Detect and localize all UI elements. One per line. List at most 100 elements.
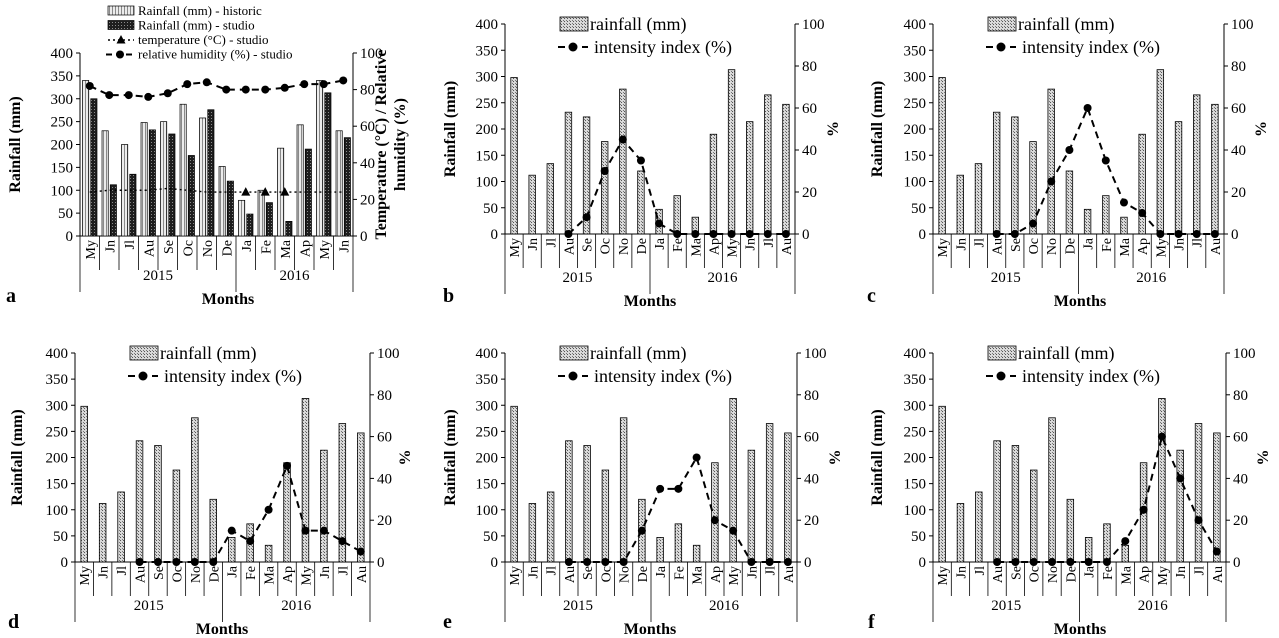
x-tick-label: No [1045, 238, 1060, 255]
x-tick-label: My [318, 240, 333, 259]
x-tick-label: Oc [599, 566, 614, 582]
bar-rainfall [673, 195, 681, 235]
x-tick-label: My [508, 238, 523, 257]
bar-rainfall [564, 111, 573, 235]
x-tick-label: Au [142, 240, 157, 257]
bar-rainfall [1213, 432, 1221, 563]
series-point [1065, 146, 1074, 154]
legend-label: temperature (°C) - studio [138, 32, 268, 47]
series-point [105, 91, 114, 100]
chart-panel-a: 0 50 100 150 200 250 300 350 400 0 20 40 60 80 100 My Jn… [6, 3, 409, 308]
legend-label: intensity index (%) [594, 366, 732, 387]
x-tick-label: No [1046, 566, 1061, 583]
bar-rainfall [1011, 445, 1020, 563]
x-axis-title: Months [624, 621, 676, 638]
series-point [1047, 177, 1056, 186]
x-tick-label: Jn [103, 240, 118, 252]
y-tick-label: 300 [476, 398, 499, 414]
y2-axis-title-line: humidity (%) [392, 98, 409, 191]
y-tick-label: 150 [476, 148, 499, 164]
bar-rainfall [1048, 417, 1056, 563]
y-tick-label: 250 [904, 96, 927, 112]
series-line [89, 187, 344, 193]
series-point [582, 213, 591, 222]
bar-rainfall [227, 537, 236, 563]
bar-rainfall-studio [265, 202, 273, 237]
y2-tick-label: 60 [1233, 430, 1248, 446]
bar-rainfall [117, 491, 125, 563]
y2-axis-title: % [397, 450, 414, 466]
y2-tick-label: 40 [804, 471, 819, 487]
y-tick-label: 200 [51, 138, 74, 154]
x-tick-label: Jl [544, 238, 559, 247]
bar-rainfall-studio [168, 133, 176, 237]
x-tick-label: My [936, 238, 951, 257]
x-tick-label: Jl [1191, 238, 1206, 247]
y-tick-label: 100 [904, 503, 927, 519]
bar-rainfall [1102, 195, 1110, 235]
bar-rainfall [1030, 469, 1038, 563]
bar-rainfall-historic [179, 103, 187, 237]
y2-tick-label: 20 [377, 513, 392, 529]
y-tick-label: 300 [476, 70, 499, 86]
bar-rainfall [992, 111, 1001, 235]
y-tick-label: 350 [904, 43, 927, 59]
bar-rainfall [338, 423, 347, 563]
y-tick-label: 50 [911, 529, 926, 545]
bar-rainfall [546, 163, 554, 235]
x-tick-label: My [299, 566, 314, 585]
bar-rainfall-studio [226, 180, 234, 237]
x-tick-label: Au [782, 566, 797, 583]
y-tick-label: 200 [476, 122, 499, 138]
x-tick-label: Ma [691, 565, 706, 584]
x-tick-label: De [635, 238, 650, 254]
legend-swatch-studio [107, 20, 135, 30]
y2-tick-label: 0 [802, 227, 810, 243]
bar-rainfall-historic [316, 80, 324, 237]
series-point [636, 156, 645, 165]
x-tick-label: My [1156, 566, 1171, 585]
series-point [1138, 209, 1147, 217]
legend-label: Rainfall (mm) - historic [138, 3, 262, 18]
series-point [1157, 432, 1166, 441]
y2-tick-label: 20 [1231, 185, 1246, 201]
series-point [781, 230, 790, 238]
bar-rainfall [975, 491, 983, 563]
y2-tick-label: 60 [1231, 101, 1246, 117]
bar-rainfall [938, 77, 946, 235]
x-tick-label: No [617, 238, 632, 255]
series-point [264, 505, 273, 514]
y-axis-title: Rainfall (mm) [869, 81, 886, 177]
series-point [1174, 230, 1183, 238]
x-tick-label: Se [152, 566, 167, 580]
y-tick-label: 100 [476, 503, 499, 519]
y2-axis-title-line: Temperature (°C) / Relative [373, 50, 390, 240]
series-point [765, 558, 774, 566]
bar-rainfall [528, 503, 537, 563]
y-tick-label: 50 [911, 201, 926, 217]
y2-tick-label: 60 [804, 430, 819, 446]
x-tick-label: Oc [599, 238, 614, 254]
series-point [190, 558, 199, 566]
x-tick-label: Au [355, 566, 370, 583]
y-axis-title: Rainfall (mm) [442, 409, 459, 505]
series-point [710, 516, 719, 525]
x-tick-label: Oc [1027, 238, 1042, 254]
y2-tick-label: 80 [1233, 388, 1248, 404]
series-point [1084, 558, 1093, 566]
series-point [1192, 230, 1201, 238]
x-tick-label: Ma [689, 237, 704, 256]
x-tick-label: Au [134, 566, 149, 583]
series-point [135, 558, 144, 566]
x-tick-label: Ap [1138, 566, 1153, 583]
y2-tick-label: 20 [1233, 513, 1248, 529]
series-point [709, 230, 718, 238]
y2-tick-label: 0 [377, 555, 385, 571]
x-tick-label: Jl [764, 566, 779, 575]
x-tick-label: My [726, 238, 741, 257]
bar-rainfall [782, 103, 790, 235]
x-axis-title: Months [624, 293, 676, 310]
x-tick-label: De [207, 566, 222, 582]
series-point [227, 526, 236, 535]
x-tick-label: Se [1009, 566, 1024, 580]
